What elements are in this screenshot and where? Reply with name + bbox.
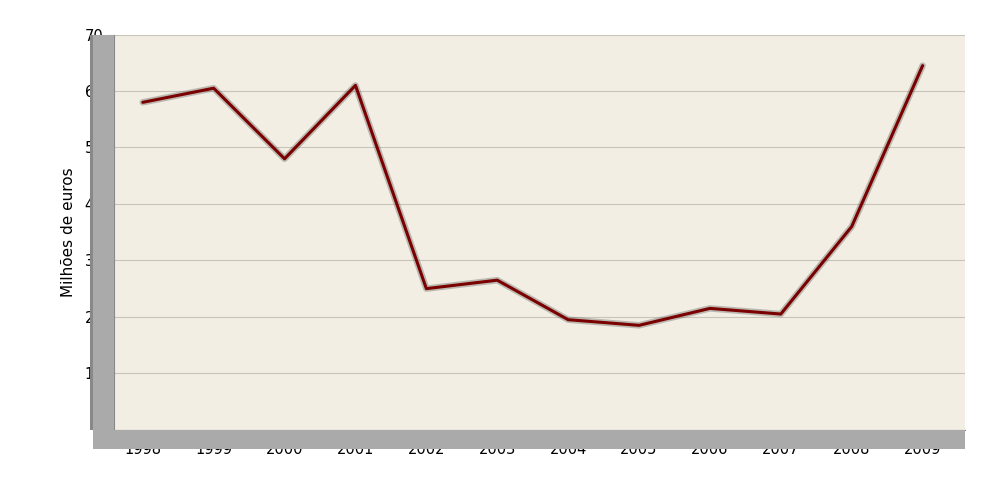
Y-axis label: Milhões de euros: Milhões de euros <box>62 167 77 297</box>
